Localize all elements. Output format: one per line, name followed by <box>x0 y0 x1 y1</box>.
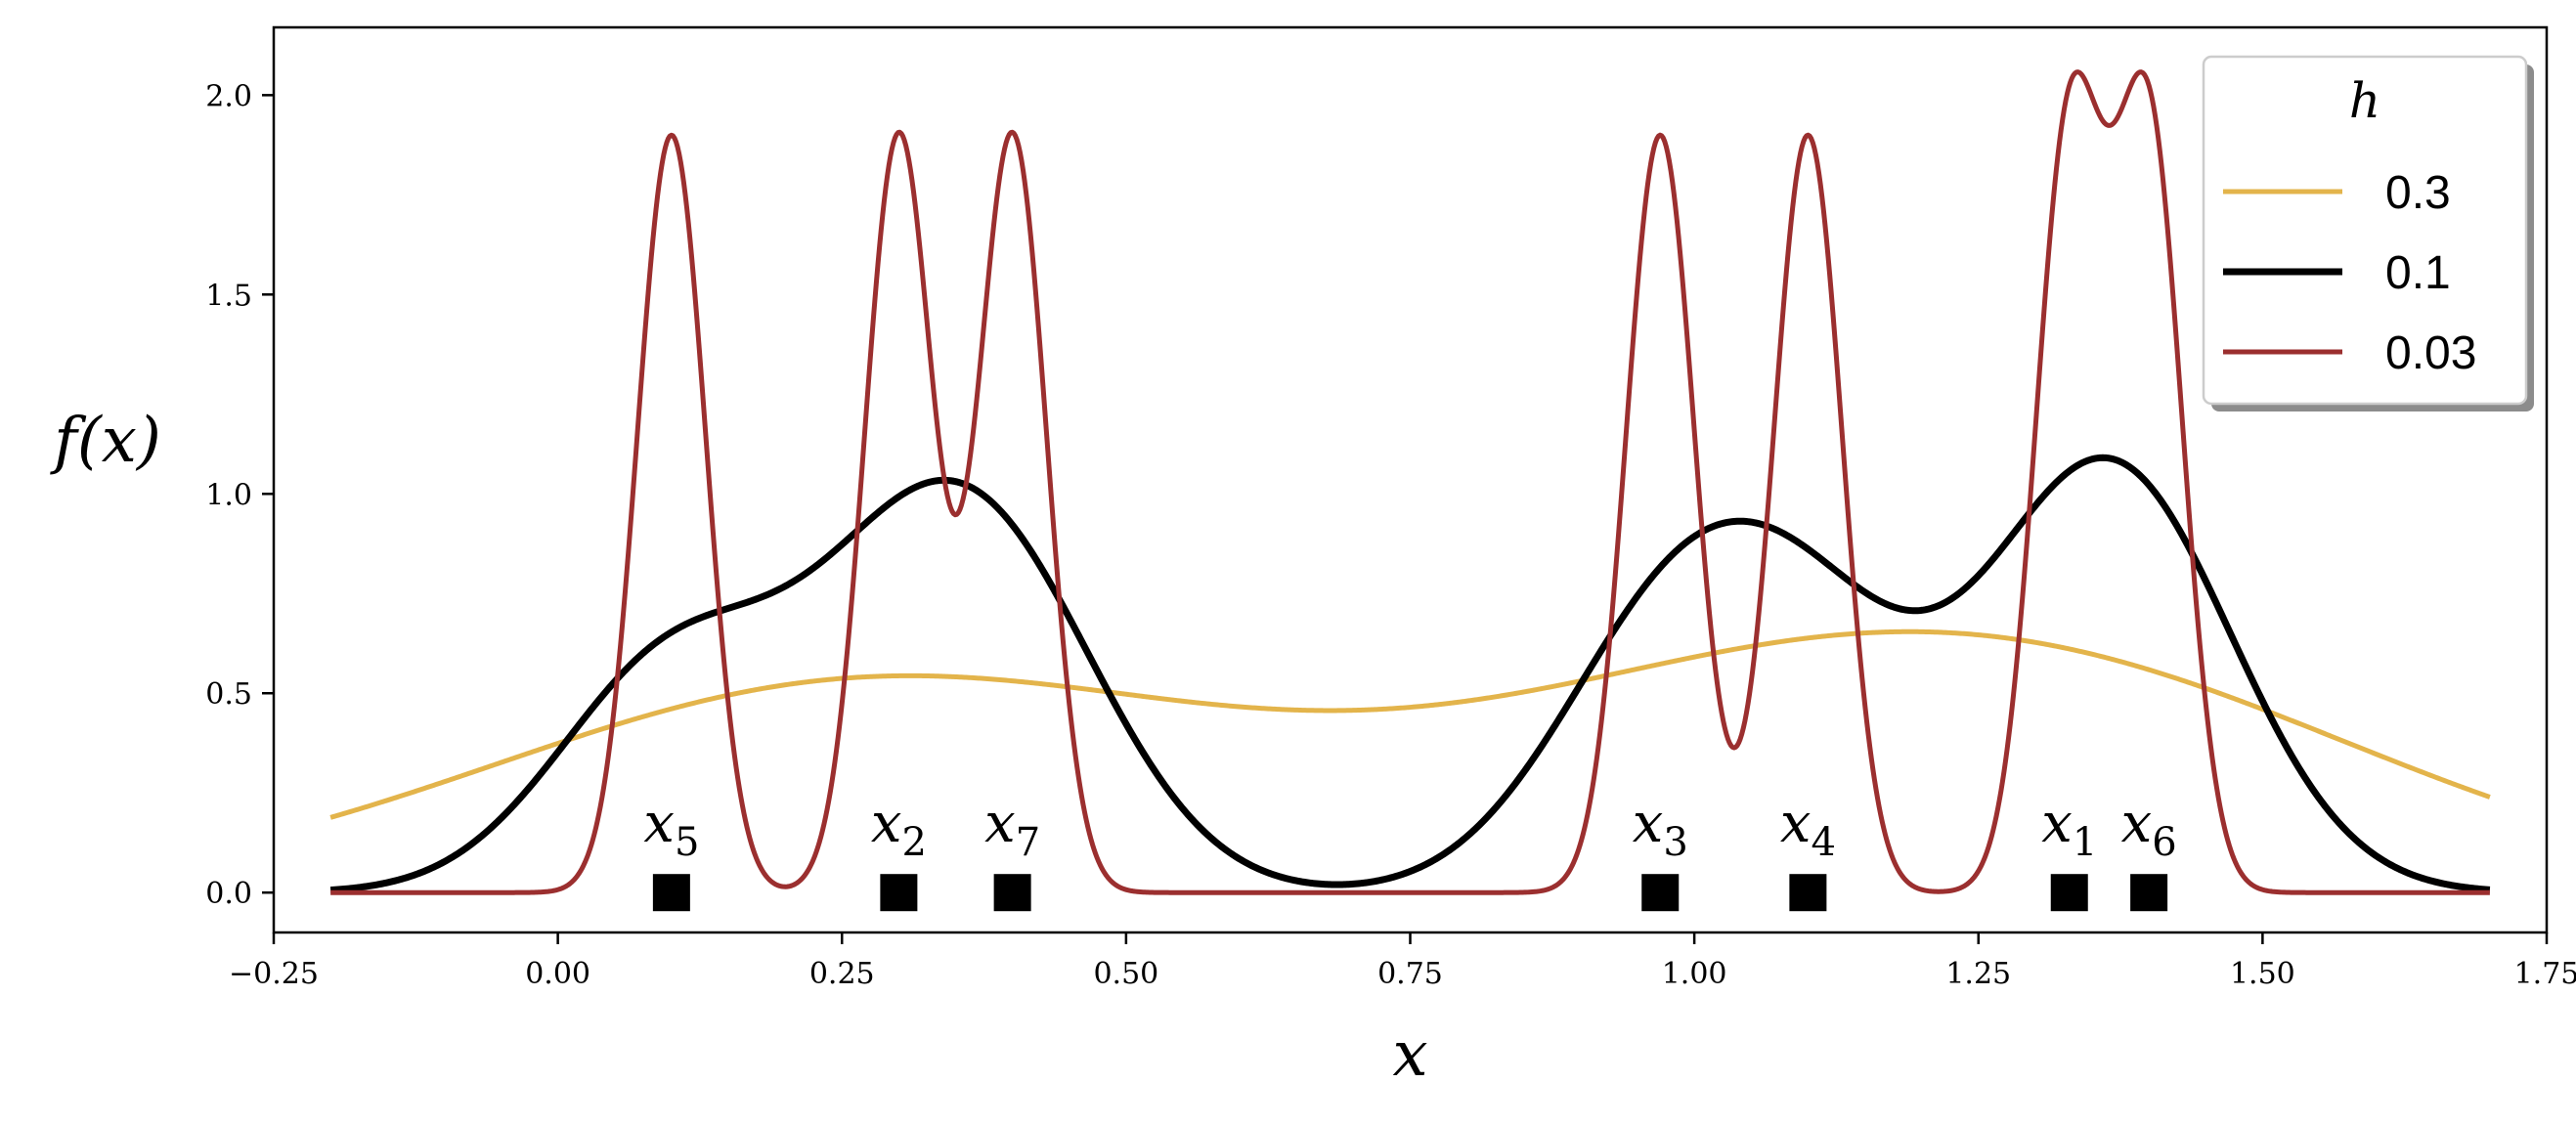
y-tick-label: 1.0 <box>205 478 252 512</box>
x-tick-label: 0.75 <box>1377 957 1443 991</box>
x-tick-label: 0.00 <box>525 957 590 991</box>
series-line-0-3 <box>329 628 2491 820</box>
x-tick-label: 1.50 <box>2230 957 2295 991</box>
y-axis-title: f(x) <box>50 405 161 477</box>
data-point-marker-4 <box>1789 874 1827 912</box>
data-point-markers <box>652 874 2168 912</box>
y-axis: 0.0 0.5 1.0 1.5 2.0 <box>205 79 274 911</box>
x-tick-label: 1.25 <box>1945 957 2011 991</box>
legend-label-0-3: 0.3 <box>2385 167 2451 219</box>
data-point-marker-7 <box>993 874 1031 912</box>
data-point-marker-3 <box>1641 874 1680 912</box>
series-line-0-1 <box>328 454 2492 894</box>
y-tick-label: 2.0 <box>205 79 252 113</box>
density-curves <box>328 69 2492 895</box>
legend-label-0-1: 0.1 <box>2385 247 2451 299</box>
data-point-label-2: x2 <box>871 792 927 865</box>
x-axis-title: x <box>1392 1018 1427 1091</box>
x-tick-label: 1.00 <box>1662 957 1727 991</box>
series-line-0-03 <box>329 69 2491 895</box>
data-point-label-4: x4 <box>1780 792 1836 865</box>
x-tick-label: 0.25 <box>809 957 875 991</box>
data-point-marker-6 <box>2130 874 2168 912</box>
x-axis: −0.25 0.00 0.25 0.50 0.75 1.00 1.25 1.50 1.75 <box>229 932 2576 991</box>
data-point-label-3: x3 <box>1633 792 1688 865</box>
x-tick-label: −0.25 <box>229 957 319 991</box>
data-point-label-7: x7 <box>984 792 1040 865</box>
data-point-label-1: x1 <box>2041 792 2097 865</box>
y-tick-label: 0.0 <box>205 877 252 911</box>
y-tick-label: 0.5 <box>205 677 252 712</box>
data-point-marker-1 <box>2050 874 2088 912</box>
legend-title: h <box>2349 72 2380 129</box>
x-tick-label: 1.75 <box>2514 957 2576 991</box>
legend: h0.3 0.1 0.03 <box>2202 55 2534 411</box>
data-point-marker-5 <box>652 874 690 912</box>
x-tick-label: 0.50 <box>1093 957 1158 991</box>
data-point-label-6: x6 <box>2121 792 2177 865</box>
legend-label-0-03: 0.03 <box>2385 327 2476 379</box>
data-point-marker-2 <box>880 874 918 912</box>
y-tick-label: 1.5 <box>205 279 252 313</box>
legend-box <box>2202 55 2528 406</box>
data-point-label-5: x5 <box>643 792 699 865</box>
data-point-labels: x1 x2 x3 x4 x5 x6 x7 <box>643 792 2176 865</box>
